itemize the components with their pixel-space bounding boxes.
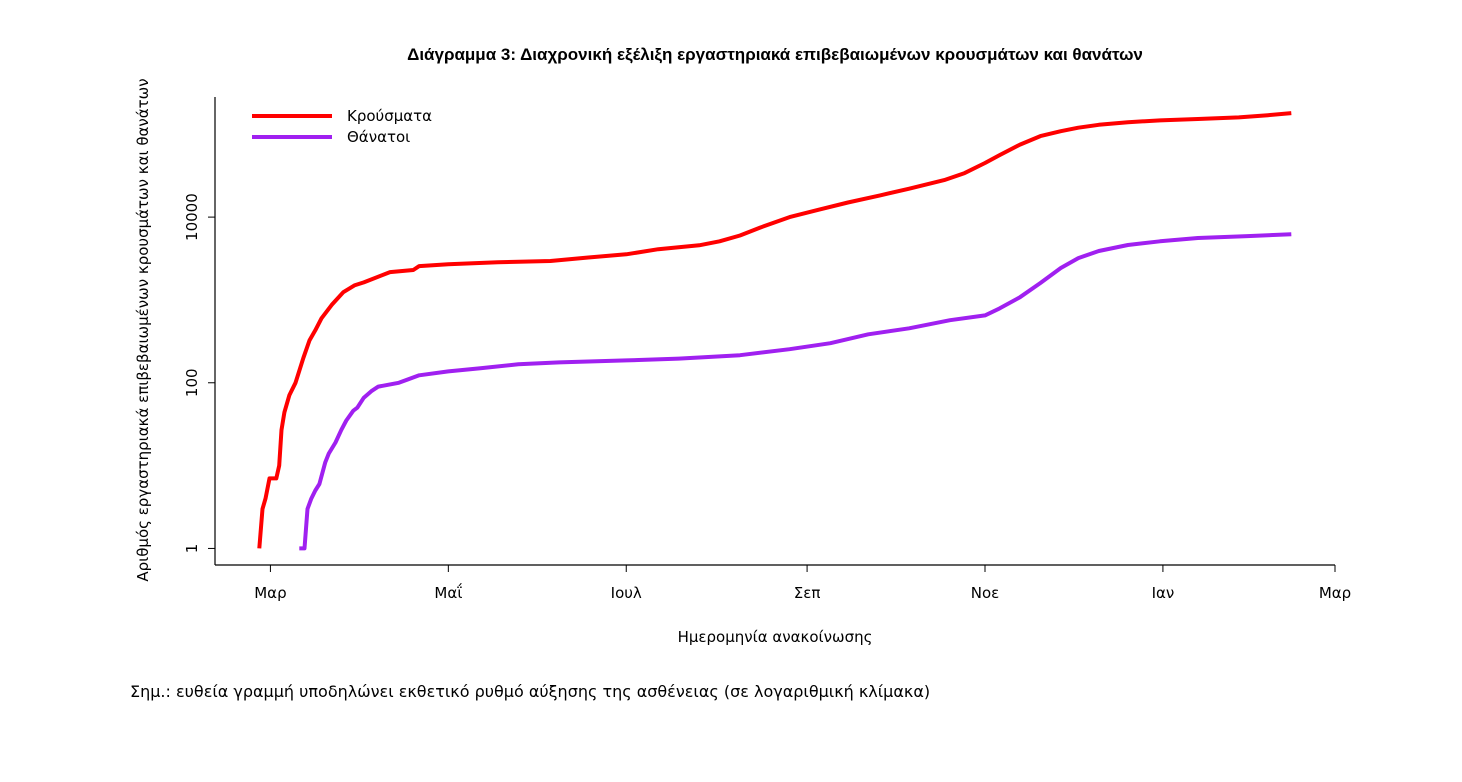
chart-title: Διάγραμμα 3: Διαχρονική εξέλιξη εργαστηρ… [407,45,1143,64]
x-tick-label: Νοε [971,584,1000,602]
series-line-1 [299,232,1292,551]
x-tick-label: Μαρ [254,584,286,602]
series-line-0 [257,111,1292,549]
axes: Μαρ Μαΐ Ιουλ Σεπ Νοε Ιαν Μαρ 1 100 10000 [183,97,1351,602]
series-lines [257,111,1292,551]
legend-label: Κρούσματα [347,107,432,125]
y-tick-label: 1 [183,544,201,554]
y-tick-label: 100 [183,368,201,397]
x-tick-label: Ιουλ [611,584,642,602]
legend-label: Θάνατοι [347,128,410,146]
y-axis-label: Αριθμός εργαστηριακά επιβεβαιωμένων κρου… [134,78,152,581]
chart-note: Σημ.: ευθεία γραμμή υποδηλώνει εκθετικό … [130,682,931,701]
x-tick-label: Μαΐ [434,582,462,602]
x-tick-label: Μαρ [1319,584,1351,602]
x-axis-label: Ημερομηνία ανακοίνωσης [678,628,873,646]
y-tick-label: 10000 [183,193,201,241]
legend: Κρούσματα Θάνατοι [252,107,432,146]
x-tick-label: Ιαν [1152,584,1175,602]
x-tick-label: Σεπ [794,584,821,602]
